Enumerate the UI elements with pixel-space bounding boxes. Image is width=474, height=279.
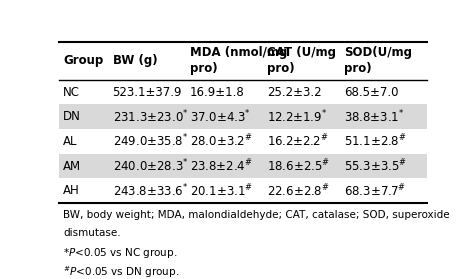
FancyBboxPatch shape xyxy=(59,104,427,129)
Text: DN: DN xyxy=(63,110,81,123)
Text: 243.8±33.6$^{*}$: 243.8±33.6$^{*}$ xyxy=(112,182,188,199)
FancyBboxPatch shape xyxy=(59,179,427,203)
Text: *$\it{P}$<0.05 vs NC group.: *$\it{P}$<0.05 vs NC group. xyxy=(63,246,177,260)
Text: 16.2±2.2$^{\#}$: 16.2±2.2$^{\#}$ xyxy=(267,133,328,150)
Text: 240.0±28.3$^{*}$: 240.0±28.3$^{*}$ xyxy=(112,158,188,174)
Text: AL: AL xyxy=(63,135,77,148)
Text: 23.8±2.4$^{\#}$: 23.8±2.4$^{\#}$ xyxy=(190,158,252,174)
Text: 28.0±3.2$^{\#}$: 28.0±3.2$^{\#}$ xyxy=(190,133,252,150)
Text: 22.6±2.8$^{\#}$: 22.6±2.8$^{\#}$ xyxy=(267,182,329,199)
Text: 20.1±3.1$^{\#}$: 20.1±3.1$^{\#}$ xyxy=(190,182,253,199)
Text: AH: AH xyxy=(63,184,80,197)
FancyBboxPatch shape xyxy=(59,129,427,154)
Text: CAT (U/mg
pro): CAT (U/mg pro) xyxy=(267,46,336,75)
Text: 523.1±37.9: 523.1±37.9 xyxy=(112,86,182,98)
Text: BW (g): BW (g) xyxy=(112,54,157,67)
FancyBboxPatch shape xyxy=(59,154,427,179)
Text: 68.3±7.7$^{\#}$: 68.3±7.7$^{\#}$ xyxy=(344,182,406,199)
Text: 55.3±3.5$^{\#}$: 55.3±3.5$^{\#}$ xyxy=(344,158,407,174)
Text: 231.3±23.0$^{*}$: 231.3±23.0$^{*}$ xyxy=(112,109,188,125)
Text: 68.5±7.0: 68.5±7.0 xyxy=(344,86,399,98)
Text: 25.2±3.2: 25.2±3.2 xyxy=(267,86,321,98)
Text: 38.8±3.1$^{*}$: 38.8±3.1$^{*}$ xyxy=(344,109,404,125)
Text: 12.2±1.9$^{*}$: 12.2±1.9$^{*}$ xyxy=(267,109,327,125)
Text: 37.0±4.3$^{*}$: 37.0±4.3$^{*}$ xyxy=(190,109,250,125)
Text: Group: Group xyxy=(63,54,103,67)
FancyBboxPatch shape xyxy=(59,80,427,104)
Text: BW, body weight; MDA, malondialdehyde; CAT, catalase; SOD, superoxide: BW, body weight; MDA, malondialdehyde; C… xyxy=(63,210,449,220)
Text: SOD(U/mg
pro): SOD(U/mg pro) xyxy=(344,46,412,75)
Text: dismutase.: dismutase. xyxy=(63,228,120,238)
Text: $^{\#}$$\it{P}$<0.05 vs DN group.: $^{\#}$$\it{P}$<0.05 vs DN group. xyxy=(63,264,179,279)
Text: 51.1±2.8$^{\#}$: 51.1±2.8$^{\#}$ xyxy=(344,133,407,150)
Text: 16.9±1.8: 16.9±1.8 xyxy=(190,86,245,98)
Text: MDA (nmol/mg
pro): MDA (nmol/mg pro) xyxy=(190,46,287,75)
Text: AM: AM xyxy=(63,160,81,173)
Text: NC: NC xyxy=(63,86,80,98)
Text: 249.0±35.8$^{*}$: 249.0±35.8$^{*}$ xyxy=(112,133,188,150)
Text: 18.6±2.5$^{\#}$: 18.6±2.5$^{\#}$ xyxy=(267,158,330,174)
